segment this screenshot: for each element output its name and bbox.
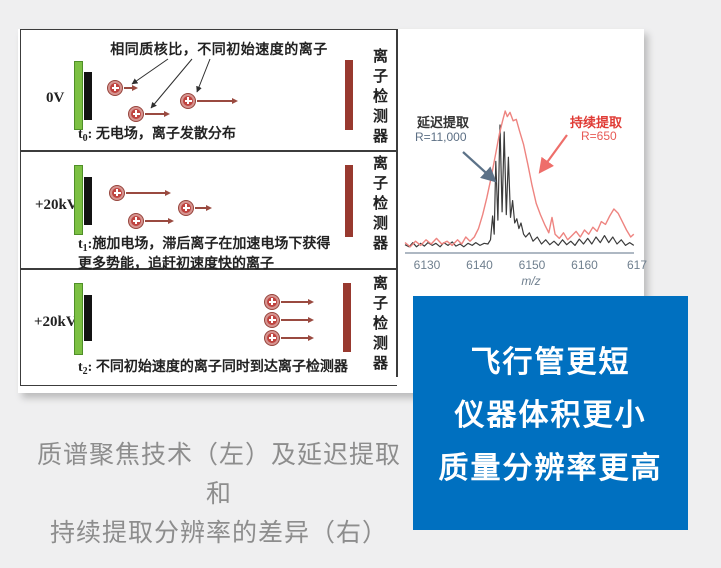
sample-plate-icon [84,72,92,120]
ion-icon [129,214,174,228]
figure-card: 相同质核比，不同初始速度的离子 0V t0: 无电场，离子发散分布 离子检测器 … [18,29,648,393]
ion-icon [179,201,212,215]
figure-caption-line1: 质谱聚焦技术（左）及延迟提取和 [36,441,401,508]
figure-caption-line2: 持续提取分辨率的差异（右） [49,519,388,547]
ion-icon [265,295,314,309]
detector-label: 离子检测器 [371,275,387,375]
x-tick-6160: 6160 [571,258,598,272]
voltage-label: 0V [46,90,65,106]
highlight-callout-box: 飞行管更短 仪器体积更小 质量分辨率更高 [413,296,688,530]
callout-line: 飞行管更短 [470,346,631,379]
ion-icon [265,331,314,345]
callout-line: 仪器体积更小 [454,399,647,432]
diagram-chart-divider [396,29,398,377]
voltage-label: +20kV [34,314,77,330]
ion-icon [108,81,138,95]
detector-label: 离子检测器 [371,48,387,148]
x-tick-6150: 6150 [518,258,546,272]
x-tick-617: 617 [626,258,648,272]
electrode-plate-icon [74,61,83,130]
ion-diagram-box [20,29,397,386]
voltage-label: +20kV [35,197,78,213]
delayed-extraction-arrow [462,151,497,183]
ion-icon [265,313,314,327]
electrode-plate-icon [74,283,83,355]
detector-label: 离子检测器 [371,155,387,255]
panel-caption: t1:施加电场，滞后离子在加速电场下获得 更多势能，追赶初速度快的离子 [78,237,331,272]
panel-caption: t2: 不同初始速度的离子同时到达离子检测器 [78,360,348,377]
x-tick-6140: 6140 [466,258,493,272]
panel-caption: t0: 无电场，离子发散分布 [78,127,236,144]
detector-bar-icon [343,283,351,352]
legend-delayed-extraction: 延迟提取 [417,115,470,130]
sample-plate-icon [84,295,92,341]
x-tick-6130: 6130 [413,258,441,272]
electrode-plate-icon [74,165,83,235]
legend-continuous-extraction: 持续提取 [570,115,623,130]
sample-plate-icon [84,177,92,225]
panel-divider [20,268,397,270]
figure-caption: 质谱聚焦技术（左）及延迟提取和 持续提取分辨率的差异（右） [28,436,410,553]
x-axis-tick-labels: 6130 6140 6150 6160 617 [397,258,648,274]
detector-bar-icon [345,165,353,237]
ion-icon [181,94,238,108]
x-axis-title: m/z [521,274,541,288]
panel-divider [20,150,397,152]
ion-icon [129,107,170,121]
continuous-extraction-arrow [538,134,568,174]
legend-continuous-resolution: R=650 [581,129,617,143]
legend-delayed-resolution: R=11,000 [415,130,467,144]
detector-bar-icon [345,60,353,130]
ion-icon [110,186,171,200]
annotation-header: 相同质核比，不同初始速度的离子 [110,43,328,58]
callout-line: 质量分辨率更高 [438,452,663,485]
